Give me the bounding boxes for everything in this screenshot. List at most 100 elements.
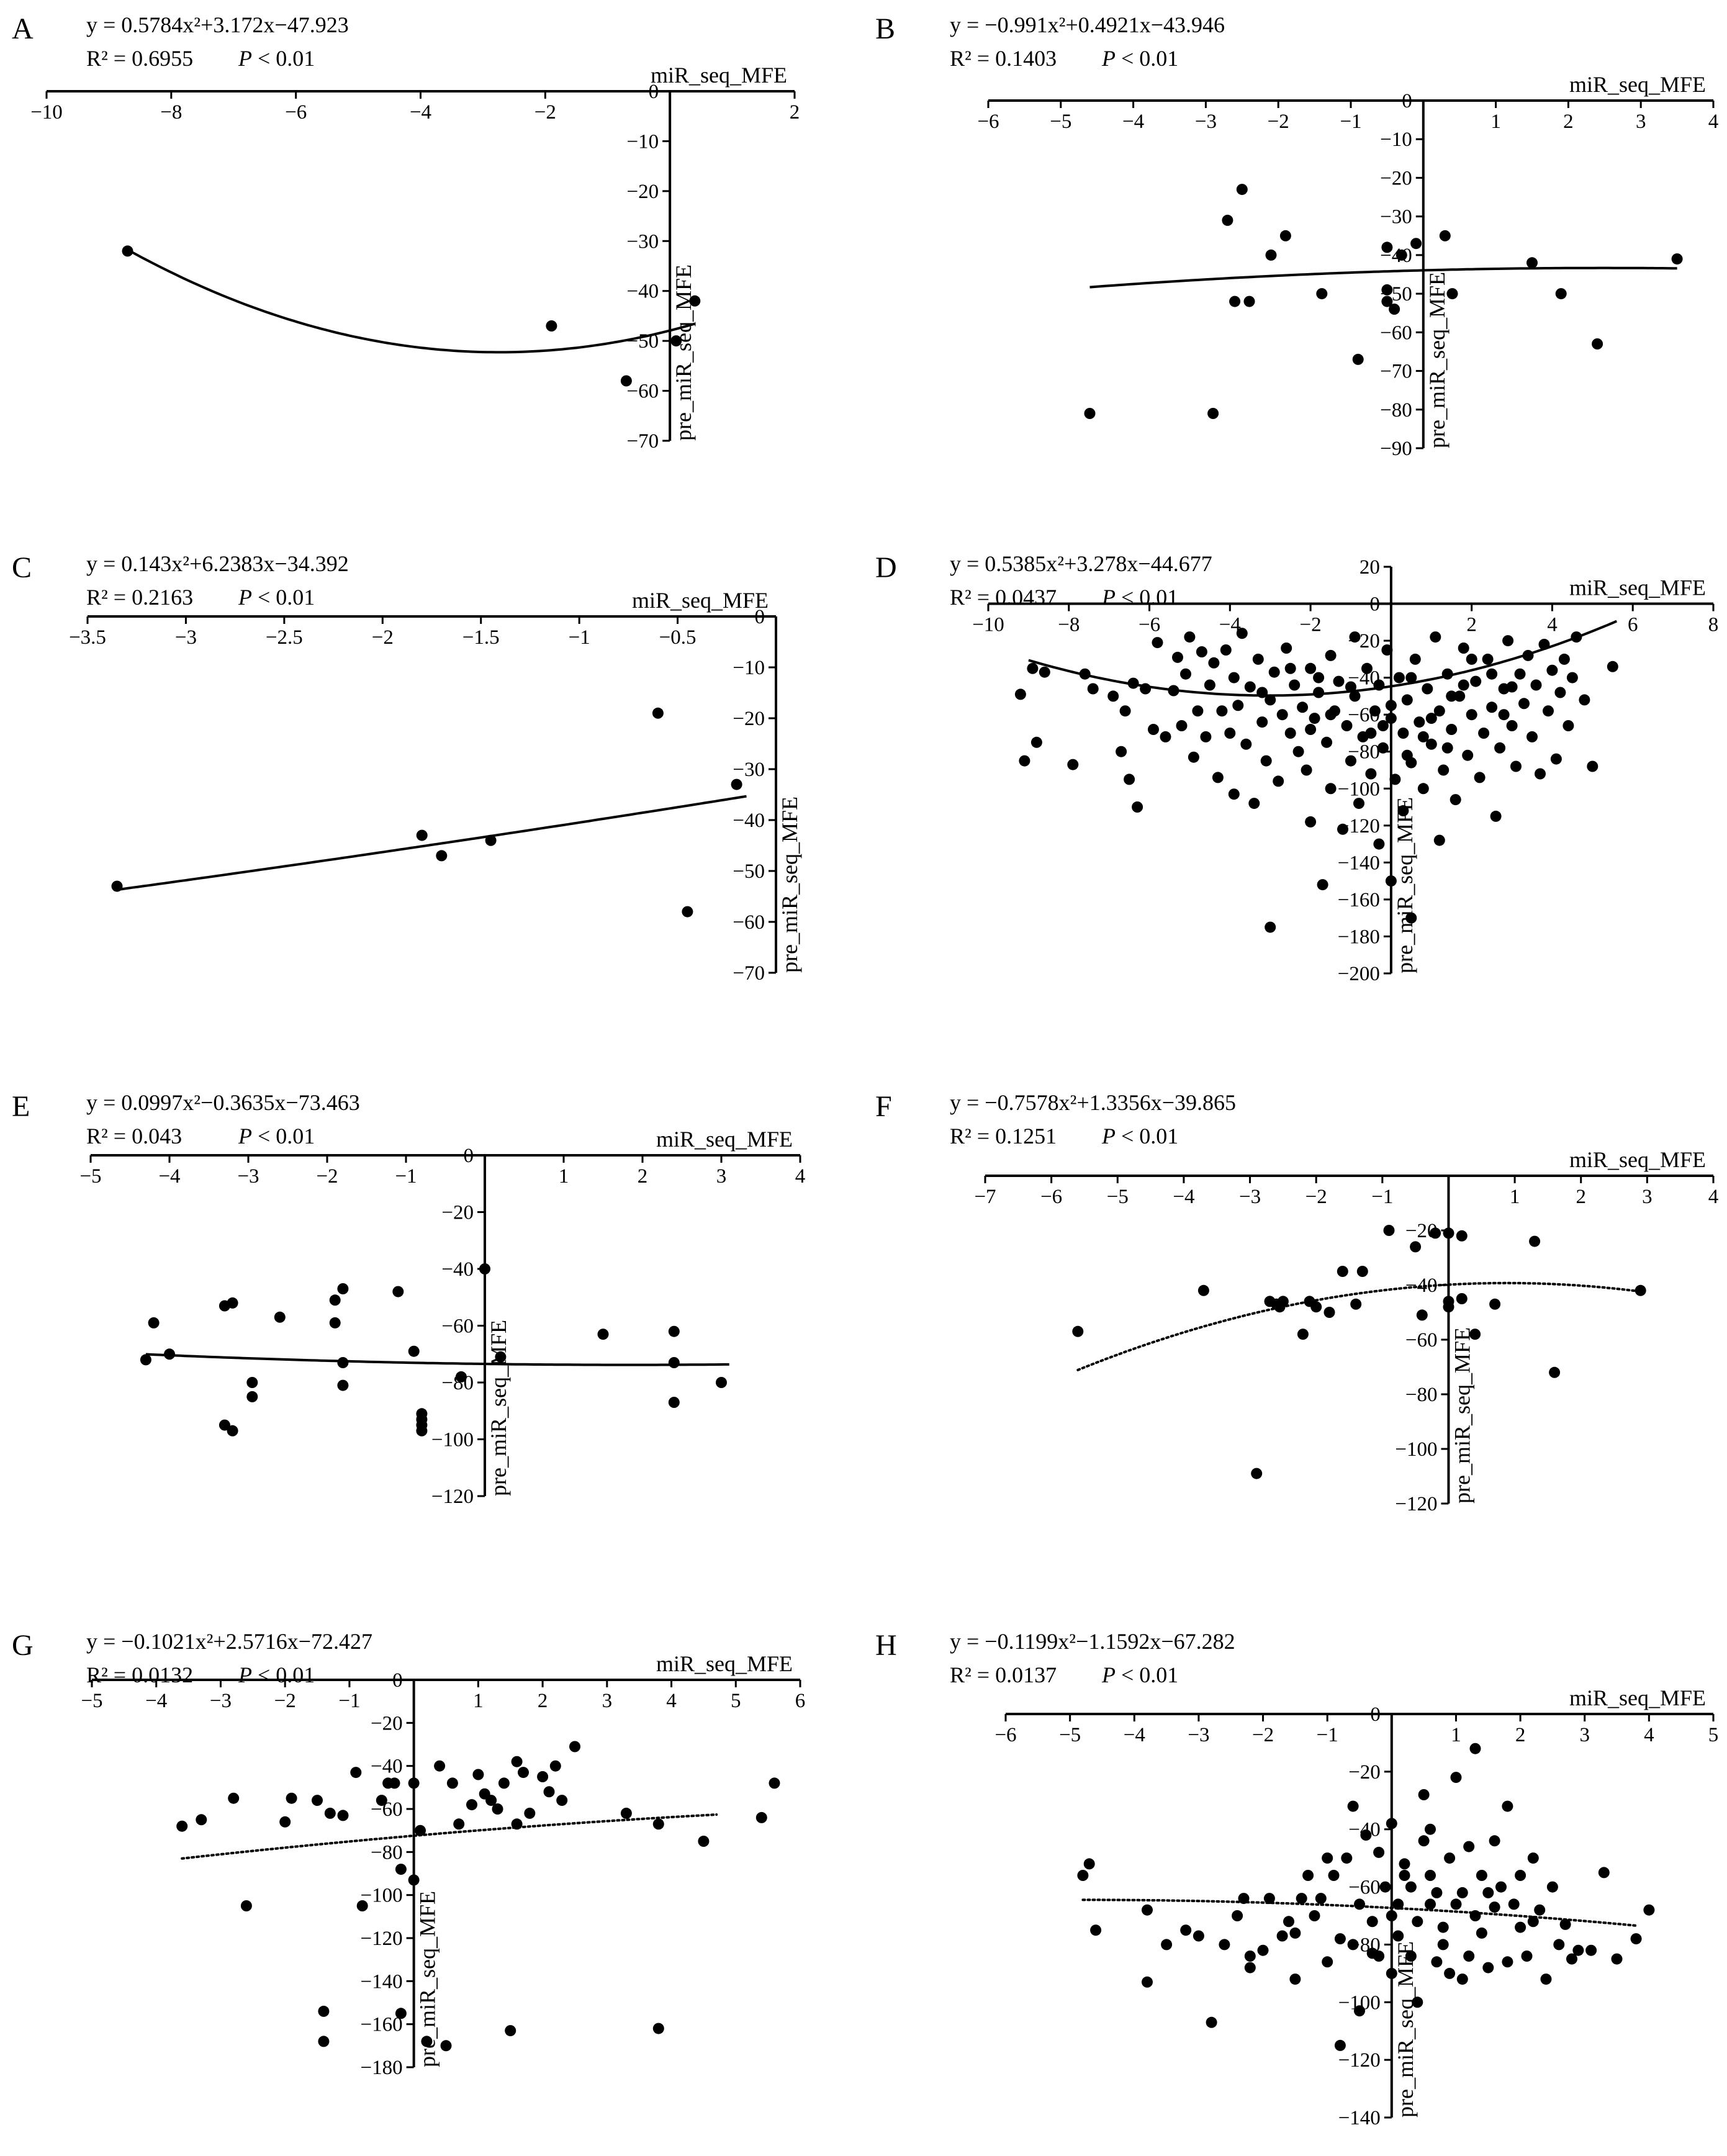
data-point [1405,1951,1417,1962]
data-point [1083,1858,1095,1870]
data-point [1476,1870,1487,1881]
data-point [1373,1951,1385,1962]
data-point [337,1810,349,1821]
data-point [1309,713,1320,724]
data-point [1534,1904,1546,1916]
data-point [1284,662,1296,674]
data-point [1365,728,1377,739]
data-point [1283,1916,1294,1928]
data-point [1251,1468,1263,1479]
x-tick-label: −1 [395,1165,417,1188]
data-point [376,1795,387,1806]
data-point [1482,1962,1494,1973]
data-point [1385,875,1397,887]
x-tick-label: −4 [1124,1724,1145,1746]
x-tick-label: 4 [1708,1186,1719,1208]
data-point [682,906,693,918]
data-point [1373,1846,1385,1858]
data-point [1385,700,1397,711]
x-tick-label: 1 [1490,111,1501,133]
data-point [1446,288,1458,300]
data-point [1196,646,1207,657]
data-point [1325,783,1337,795]
data-point [1515,1921,1526,1933]
y-tick-label: −100 [431,1429,474,1451]
panel-label: B [875,12,895,45]
data-point [1301,764,1312,776]
y-tick-label: −120 [361,1928,403,1950]
data-point [1305,816,1317,828]
data-point [549,1760,561,1772]
y-tick-label: 0 [1370,1703,1381,1726]
x-tick-label: −2 [1305,1186,1327,1208]
data-point [274,1311,286,1323]
data-point [1019,755,1030,767]
data-point [1410,238,1422,250]
y-tick-label: −40 [441,1258,474,1281]
data-point [495,1351,507,1363]
p-threshold: < 0.01 [252,1662,315,1687]
data-point [1160,731,1171,742]
data-point [1349,690,1361,702]
data-point [1579,694,1590,706]
data-point [1268,666,1280,678]
data-point [1373,838,1385,850]
data-point [324,1807,336,1819]
x-tick-label: −8 [1058,614,1080,636]
p-symbol: P [238,46,252,71]
data-point [176,1820,188,1832]
data-point [1438,764,1450,776]
y-tick-label: −40 [627,281,659,303]
data-point [1397,805,1409,816]
x-tick-label: 1 [1510,1186,1520,1208]
data-point [440,2040,452,2052]
data-point [1341,720,1353,731]
x-tick-label: −2 [1300,614,1322,636]
p-symbol: P [238,1124,252,1148]
data-point [1347,1939,1359,1951]
data-point [1341,1852,1353,1864]
data-point [1482,1887,1494,1898]
regression-curve [1089,266,1677,289]
data-point [492,1803,503,1815]
data-point [1431,1887,1443,1898]
y-tick-label: −140 [1338,852,1380,874]
x-tick-label: −2 [534,101,556,124]
y-tick-label: −20 [1348,1761,1381,1784]
y-tick-label: −180 [1338,926,1380,948]
data-point [1399,1858,1410,1870]
data-point [1416,1309,1428,1321]
data-point [1192,705,1204,717]
data-point [1161,1939,1173,1951]
data-point [1297,701,1309,713]
data-point [1418,1835,1430,1847]
y-tick-label: −120 [431,1486,474,1508]
data-point [329,1294,341,1306]
y-tick-label: 0 [464,1145,474,1167]
data-point [1236,628,1248,639]
data-point [1498,709,1510,721]
y-tick-label: −100 [1338,778,1380,800]
p-threshold: < 0.01 [1116,585,1178,610]
data-point [1474,772,1486,783]
y-tick-label: −60 [1380,322,1412,344]
data-point [1478,728,1490,739]
data-point [337,1283,349,1294]
data-point [620,1807,632,1819]
data-point [1450,794,1461,806]
data-point [1084,408,1096,419]
x-tick-label: −10 [30,101,63,124]
data-point [537,1771,549,1782]
x-tick-label: −2 [274,1690,296,1712]
data-point [1232,700,1244,711]
data-point [1243,295,1255,307]
data-point [652,707,664,719]
data-point [1425,1898,1436,1910]
y-tick-label: −20 [627,181,659,203]
p-symbol: P [238,1662,252,1687]
y-tick-label: −10 [1380,129,1412,151]
x-tick-label: 3 [1636,111,1646,133]
x-tick-label: −6 [285,101,307,124]
data-point [1248,798,1260,810]
